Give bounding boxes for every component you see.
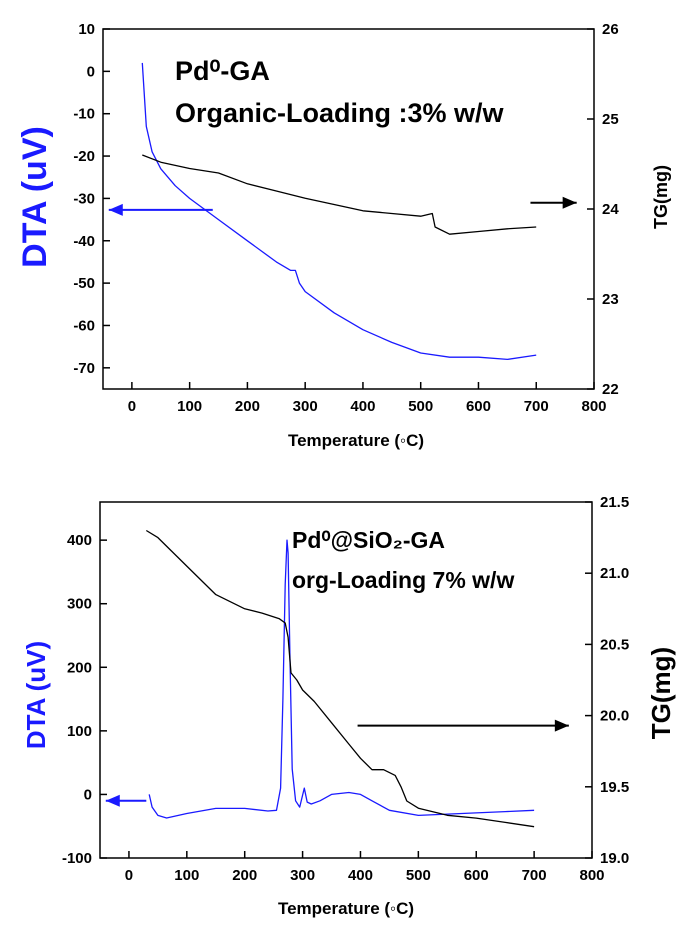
chart-top-annotation-line-2: Organic-Loading :3% w/w [175, 98, 505, 128]
chart-top-y2-tick-label: 24 [602, 201, 619, 218]
chart-top: 0 100 200 300 400 500 600 700 800100-10-20-30-40… [16, 21, 671, 450]
chart-top-y-tick-label: -60 [73, 317, 95, 334]
chart-bottom-x-tick-label: 300 [290, 867, 315, 884]
chart-bottom-y2-tick-label: 21.5 [600, 494, 629, 511]
chart-bottom-dta-arrowhead [105, 794, 120, 807]
chart-bottom-y-tick-label: 100 [67, 723, 92, 740]
chart-top-y-tick-label: -50 [73, 275, 95, 292]
chart-top-y2-tick-label: 23 [602, 291, 619, 308]
chart-top-x-tick-label: 500 [408, 398, 433, 415]
chart-top-x-tick-label: 800 [581, 398, 606, 415]
chart-top-x-tick-label: 100 [177, 398, 202, 415]
chart-top-x-tick-label: 200 [235, 398, 260, 415]
chart-bottom-x-tick-label: 500 [406, 867, 431, 884]
chart-bottom-tg-arrowhead [554, 719, 569, 732]
chart-bottom-y-tick-label: 400 [67, 532, 92, 549]
chart-bottom-x-tick-label: 600 [464, 867, 489, 884]
chart-bottom-y-tick-label: 200 [67, 659, 92, 676]
chart-bottom-x-tick-label: 200 [232, 867, 257, 884]
chart-bottom-dta-line [148, 539, 535, 819]
chart-bottom-x-tick-label: 700 [522, 867, 547, 884]
chart-top-x-axis-label: Temperature (◦C) [288, 431, 424, 450]
chart-bottom-y2-tick-label: 20.5 [600, 636, 629, 653]
chart-bottom-y-tick-label: -100 [62, 850, 92, 867]
chart-top-y2-tick-label: 25 [602, 111, 619, 128]
chart-bottom-x-axis-label: Temperature (◦C) [278, 899, 414, 918]
chart-bottom-y-axis-label: DTA (uV) [21, 641, 51, 749]
chart-bottom-y2-tick-label: 21.0 [600, 565, 629, 582]
chart-top-y-tick-label: -10 [73, 106, 95, 123]
chart-bottom-x-tick-label: 800 [579, 867, 604, 884]
chart-bottom-y2-tick-label: 19.5 [600, 779, 629, 796]
chart-top-y-axis-label: DTA (uV) [16, 126, 54, 268]
chart-bottom-y2-axis-label: TG(mg) [646, 647, 676, 739]
chart-top-y2-tick-label: 26 [602, 21, 619, 38]
chart-top-dta-arrowhead [108, 203, 123, 216]
chart-bottom-x-tick-label: 100 [174, 867, 199, 884]
chart-bottom: 0 100 200 300 400 500 600 700 800 400 300 200 100 0 -1… [21, 494, 676, 918]
chart-top-annotation-line-1: Pd⁰-GA [175, 56, 270, 86]
chart-top-x-tick-label: 600 [466, 398, 491, 415]
chart-top-y-tick-label: -20 [73, 148, 95, 165]
chart-bottom-y-tick-label: 0 [84, 786, 92, 803]
chart-bottom-x-tick-label: 0 [125, 867, 133, 884]
chart-top-x-tick-label: 300 [293, 398, 318, 415]
chart-bottom-y2-tick-label: 20.0 [600, 708, 629, 725]
chart-bottom-plot-frame [99, 501, 593, 859]
chart-bottom-annotation-line-1: Pd⁰@SiO₂-GA [292, 527, 445, 553]
chart-top-tg-line [142, 154, 537, 235]
chart-top-y2-tick-label: 22 [602, 381, 619, 398]
chart-bottom-tg-line [145, 529, 535, 828]
chart-top-y-tick-label: -40 [73, 233, 95, 250]
chart-top-y2-axis-label: TG(mg) [651, 165, 671, 229]
chart-top-y-tick-label: -30 [73, 190, 95, 207]
chart-top-y-tick-label: -70 [73, 360, 95, 377]
chart-top-x-tick-label: 0 [128, 398, 136, 415]
chart-top-y-tick-label: 0 [87, 63, 95, 80]
chart-bottom-y2-tick-label: 19.0 [600, 850, 629, 867]
chart-bottom-y-tick-label: 300 [67, 596, 92, 613]
chart-top-x-tick-label: 700 [524, 398, 549, 415]
chart-bottom-annotation-line-2: org-Loading 7% w/w [292, 567, 514, 593]
chart-bottom-x-tick-label: 400 [348, 867, 373, 884]
chart-top-dta-line [141, 62, 537, 361]
chart-top-x-tick-label: 400 [350, 398, 375, 415]
chart-top-y-tick-label: 10 [78, 21, 95, 38]
chart-top-tg-arrowhead [562, 196, 577, 209]
